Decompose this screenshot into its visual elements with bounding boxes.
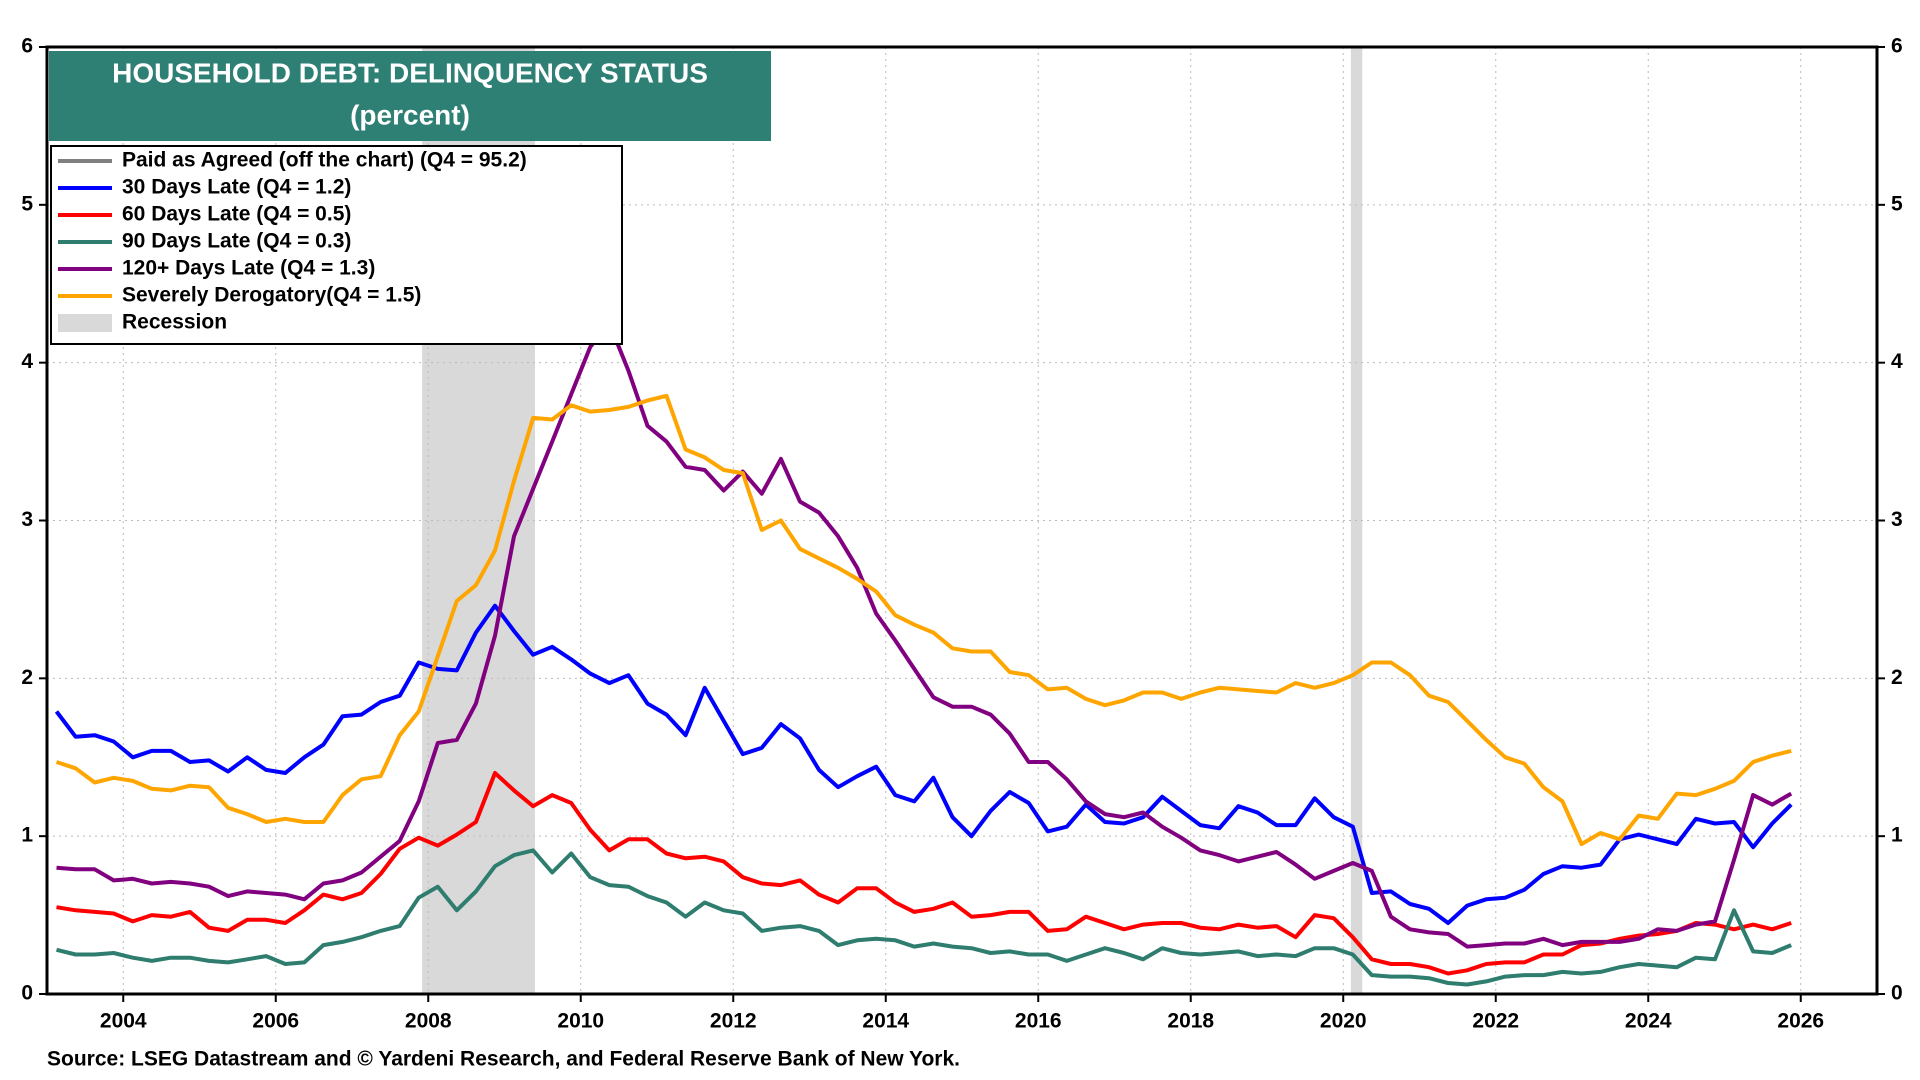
legend-label: 120+ Days Late (Q4 = 1.3) — [122, 257, 375, 280]
y-tick-label: 6 — [21, 35, 33, 58]
y2-tick-label: 0 — [1891, 982, 1903, 1005]
y2-tick-label: 6 — [1891, 35, 1903, 58]
y2-tick-label: 2 — [1891, 666, 1903, 689]
x-tick-label: 2010 — [557, 1010, 604, 1033]
chart-title: HOUSEHOLD DEBT: DELINQUENCY STATUS — [112, 57, 708, 88]
legend-label: 90 Days Late (Q4 = 0.3) — [122, 230, 351, 253]
y2-tick-label: 5 — [1891, 192, 1903, 215]
legend: Paid as Agreed (off the chart) (Q4 = 95.… — [58, 149, 527, 334]
y-tick-label: 4 — [21, 350, 33, 373]
x-tick-label: 2008 — [405, 1010, 452, 1033]
legend-label: Paid as Agreed (off the chart) (Q4 = 95.… — [122, 149, 527, 172]
series-line — [56, 321, 1793, 949]
series-line — [56, 771, 1792, 976]
legend-label: Recession — [122, 311, 227, 334]
y-tick-label: 2 — [21, 666, 33, 689]
x-tick-label: 2014 — [862, 1010, 909, 1033]
y2-tick-label: 3 — [1891, 508, 1903, 531]
y-tick-label: 0 — [21, 982, 33, 1005]
y2-tick-label: 4 — [1891, 350, 1903, 373]
y2-tick-label: 1 — [1891, 824, 1903, 847]
series-line — [54, 603, 1793, 925]
y-tick-label: 5 — [21, 192, 33, 215]
x-tick-label: 2016 — [1015, 1010, 1062, 1033]
legend-label: 60 Days Late (Q4 = 0.5) — [122, 203, 351, 226]
legend-box — [50, 145, 623, 345]
chart-subtitle: (percent) — [350, 99, 470, 130]
legend-label: 30 Days Late (Q4 = 1.2) — [122, 176, 351, 199]
source: Source: LSEG Datastream and © Yardeni Re… — [47, 1048, 960, 1071]
y-tick-label: 3 — [21, 508, 33, 531]
x-tick-label: 2022 — [1472, 1010, 1519, 1033]
series-line — [55, 393, 1792, 847]
lines — [54, 321, 1793, 987]
x-tick-label: 2024 — [1625, 1010, 1672, 1033]
legend-swatch — [58, 314, 112, 332]
x-tick-label: 2018 — [1167, 1010, 1214, 1033]
title-box — [49, 51, 771, 141]
y-tick-label: 1 — [21, 824, 33, 847]
x-tick-label: 2012 — [710, 1010, 757, 1033]
x-tick-label: 2020 — [1320, 1010, 1367, 1033]
x-tick-label: 2004 — [100, 1010, 147, 1033]
x-tick-label: 2006 — [252, 1010, 299, 1033]
x-tick-label: 2026 — [1777, 1010, 1824, 1033]
legend-label: Severely Derogatory(Q4 = 1.5) — [122, 284, 421, 307]
series-line — [56, 848, 1792, 987]
